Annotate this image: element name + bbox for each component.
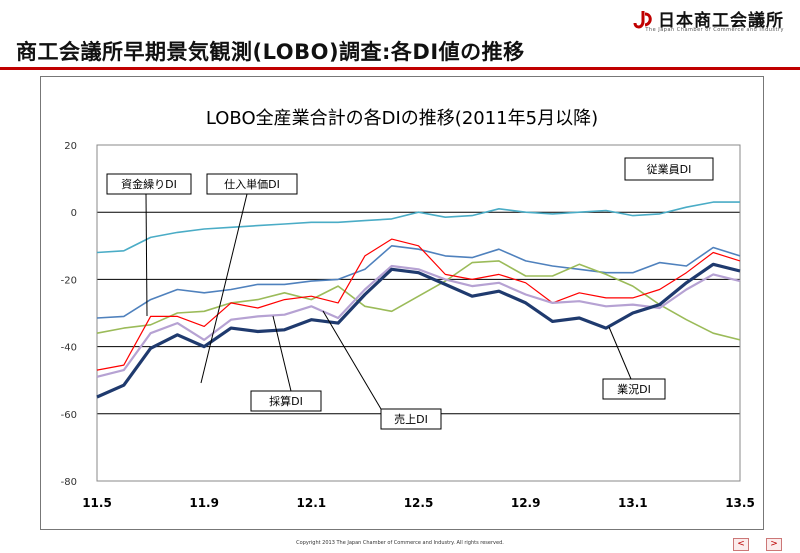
chart-frame: LOBO全産業合計の各DIの推移(2011年5月以降) 20 0 -20 -40 -60 -… — [40, 76, 764, 530]
series-line-4 — [96, 264, 741, 378]
copyright-footer: Copyright 2013 The Japan Chamber of Comm… — [296, 540, 504, 546]
annotation-leader — [272, 315, 292, 392]
annotation-label: 売上DI — [394, 413, 428, 426]
annotation-box — [624, 157, 714, 181]
y-tick-label: 0 — [71, 208, 77, 219]
x-tick-label: 12.1 — [297, 496, 327, 510]
annotation-box — [250, 390, 322, 412]
annotation-label: 従業員DI — [647, 163, 692, 176]
x-tick-label: 11.5 — [82, 496, 112, 510]
title-divider — [0, 67, 800, 70]
x-tick-label: 11.9 — [189, 496, 219, 510]
logo-subtext: The Japan Chamber of Commerce and Indust… — [645, 27, 784, 33]
series-line-2 — [96, 260, 741, 341]
series-line-5 — [96, 262, 741, 399]
jcci-logo-icon — [633, 10, 652, 28]
plot-area — [96, 144, 741, 482]
annotation-label: 仕入単価DI — [224, 177, 280, 191]
annotation-leader — [608, 326, 632, 380]
page-title: 商工会議所早期景気観測(LOBO)調査:各DI値の推移 — [16, 40, 525, 64]
annotation-label: 業況DI — [617, 382, 651, 396]
logo: 日本商工会議所 — [632, 6, 784, 31]
x-tick-label: 13.1 — [618, 496, 648, 510]
prev-page-button[interactable]: < — [733, 538, 749, 551]
y-tick-label: 20 — [64, 141, 77, 152]
annotation-box — [206, 173, 298, 195]
y-tick-label: -40 — [61, 343, 77, 354]
annotation-label: 採算DI — [269, 394, 303, 408]
x-tick-label: 12.9 — [511, 496, 541, 510]
x-tick-label: 13.5 — [725, 496, 755, 510]
chart-title: LOBO全産業合計の各DIの推移(2011年5月以降) — [206, 108, 598, 129]
logo-text: 日本商工会議所 — [658, 11, 784, 31]
line-chart: LOBO全産業合計の各DIの推移(2011年5月以降) 20 0 -20 -40 -60 -… — [61, 108, 755, 510]
annotation-leader — [145, 193, 148, 317]
series-line-0 — [96, 201, 740, 254]
x-tick-label: 12.5 — [404, 496, 434, 510]
annotation-box — [602, 378, 666, 400]
series-line-1 — [96, 245, 741, 319]
y-tick-label: -80 — [61, 477, 77, 488]
series-line-3 — [96, 238, 741, 371]
annotation-label: 資金繰りDI — [121, 177, 177, 191]
annotation-box — [106, 173, 192, 195]
y-tick-label: -60 — [61, 410, 77, 421]
y-tick-label: -20 — [61, 275, 77, 286]
annotation-box — [380, 408, 442, 430]
annotation-leader — [322, 310, 382, 410]
next-page-button[interactable]: > — [766, 538, 782, 551]
annotation-leader — [200, 193, 248, 384]
